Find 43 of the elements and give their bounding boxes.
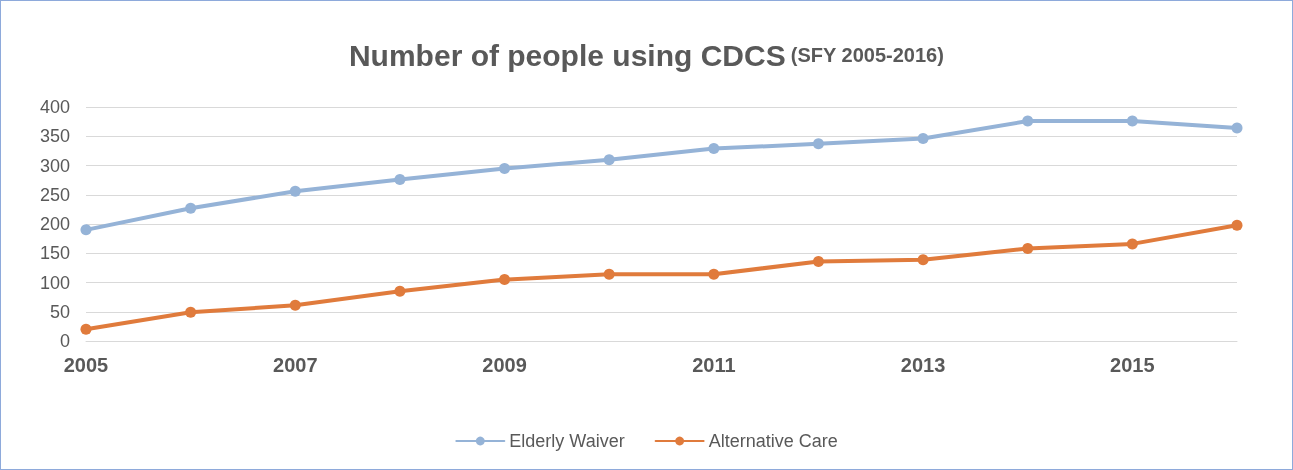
point [394, 285, 406, 297]
point [1231, 219, 1243, 231]
x-tick-label: 2015 [1110, 354, 1155, 376]
point [603, 268, 615, 280]
point [1231, 122, 1243, 134]
point [917, 254, 929, 266]
chart-subtitle: (SFY 2005-2016) [790, 44, 944, 66]
point [185, 202, 197, 214]
point [289, 185, 301, 197]
point [185, 306, 197, 318]
legend-label: Alternative Care [708, 431, 838, 451]
x-tick-label: 2007 [273, 354, 318, 376]
chart-title: Number of people using CDCS [348, 38, 786, 72]
point [1126, 115, 1138, 127]
point [499, 274, 511, 286]
x-tick-label: 2011 [692, 354, 736, 376]
point [603, 154, 615, 166]
y-tick-label: 300 [39, 155, 70, 176]
point [499, 162, 511, 174]
point [289, 299, 301, 311]
point [1126, 238, 1138, 250]
y-tick-label: 0 [59, 331, 70, 351]
point [708, 268, 720, 280]
y-tick-label: 200 [39, 214, 70, 234]
y-tick-label: 250 [39, 184, 70, 205]
y-tick-label: 100 [39, 272, 70, 293]
x-tick-label: 2013 [900, 354, 946, 376]
point [708, 143, 720, 155]
point [812, 255, 824, 267]
point [1022, 115, 1034, 127]
y-tick-label: 350 [39, 126, 70, 147]
y-tick-label: 150 [39, 243, 70, 264]
point [917, 133, 929, 145]
x-tick-label: 2009 [482, 354, 527, 376]
point [394, 174, 406, 186]
legend-label: Elderly Waiver [509, 431, 625, 451]
point [80, 224, 92, 236]
y-tick-label: 400 [39, 97, 70, 117]
point [80, 323, 92, 335]
point [1022, 243, 1034, 255]
y-tick-label: 50 [49, 301, 70, 322]
x-tick-label: 2005 [63, 354, 109, 376]
point [812, 138, 824, 150]
